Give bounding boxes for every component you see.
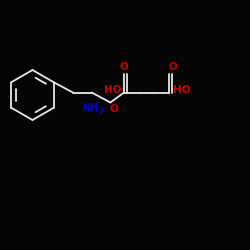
Text: HO: HO: [104, 85, 122, 95]
Text: NH: NH: [82, 103, 98, 113]
Text: O: O: [168, 62, 177, 72]
Text: O: O: [109, 104, 118, 114]
Text: HO: HO: [173, 85, 190, 95]
Text: O: O: [120, 62, 128, 72]
Text: 2: 2: [98, 107, 104, 116]
